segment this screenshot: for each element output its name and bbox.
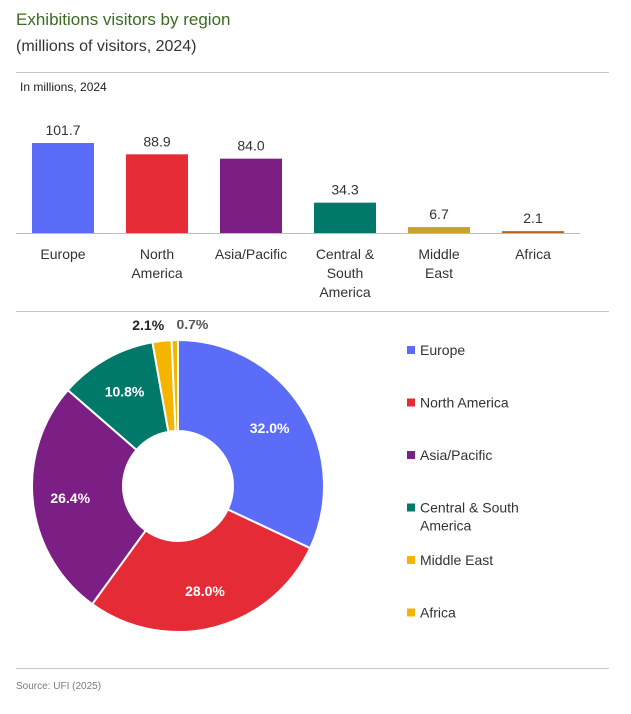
- slice-value-label: 28.0%: [185, 583, 225, 599]
- category-label: Europe: [40, 246, 85, 262]
- source-note: Source: UFI (2025): [16, 681, 102, 692]
- category-label: North America: [131, 246, 183, 281]
- slice-value-label: 32.0%: [250, 420, 290, 436]
- legend-label: Central & South America: [420, 500, 519, 534]
- slice-value-label: 0.7%: [176, 320, 208, 332]
- slice-value-label: 2.1%: [132, 320, 164, 333]
- slice-value-label: 26.4%: [50, 490, 90, 506]
- chart-title: Exhibitions visitors by region: [16, 10, 231, 29]
- legend-label: Asia/Pacific: [420, 447, 492, 463]
- legend-label: Europe: [420, 342, 465, 358]
- legend-swatch: [407, 398, 415, 407]
- chart-subtitle: (millions of visitors, 2024): [16, 38, 197, 55]
- donut-slice: [31, 388, 148, 606]
- top-divider: [16, 72, 609, 73]
- bar-value-label: 6.7: [429, 206, 449, 222]
- category-label: Asia/Pacific: [215, 246, 287, 262]
- donut-chart: 32.0% 28.0% 26.4% 10.8% 2.1% 0.7% Europe North …: [31, 320, 519, 633]
- slice-value-label: 10.8%: [105, 384, 145, 400]
- bar-value-label: 2.1: [523, 210, 543, 226]
- legend-label: Middle East: [420, 552, 493, 568]
- bar: [408, 227, 470, 233]
- bar-value-label: 34.3: [331, 182, 358, 198]
- bar-value-label: 84.0: [237, 138, 264, 154]
- bar: [220, 158, 282, 233]
- category-label: Central & South America: [316, 246, 375, 300]
- bar: [126, 154, 188, 233]
- legend-label: North America: [420, 395, 509, 411]
- bar-value-label: 88.9: [143, 133, 170, 149]
- legend-swatch: [407, 556, 415, 564]
- legend-swatch: [407, 346, 415, 354]
- bar: [32, 143, 94, 233]
- category-label: Middle East: [418, 246, 459, 281]
- bar: [314, 202, 376, 233]
- bottom-divider: [16, 668, 609, 669]
- middle-divider: [16, 311, 609, 312]
- bar-value-label: 101.7: [45, 122, 80, 138]
- donut-slice: [177, 338, 325, 550]
- bar: [502, 231, 564, 233]
- donut-slice: [170, 338, 179, 433]
- donut-slice: [90, 508, 312, 633]
- legend-swatch: [407, 503, 415, 512]
- legend-swatch: [407, 608, 415, 617]
- category-label: Africa: [515, 246, 551, 262]
- legend-label: Africa: [420, 605, 456, 621]
- legend-swatch: [407, 451, 415, 459]
- unit-note: In millions, 2024: [20, 80, 107, 94]
- bar-chart: 101.7 Europe 88.9 North America 84.0 Asia/Paci…: [16, 122, 580, 300]
